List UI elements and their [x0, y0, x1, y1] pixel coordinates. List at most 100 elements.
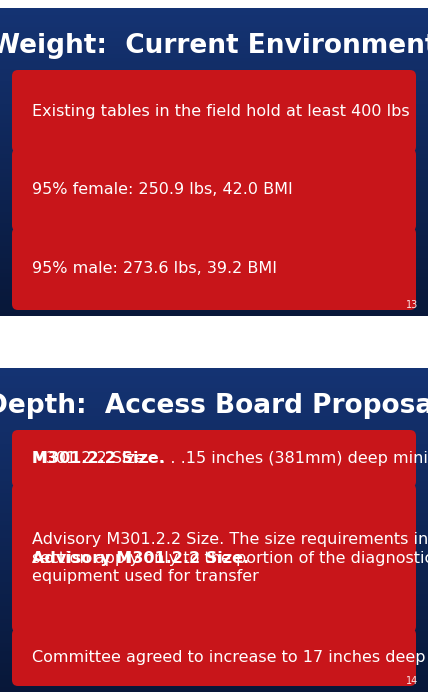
Bar [0, 65, 428, 69]
Bar [0, 586, 428, 591]
Bar [0, 177, 428, 181]
Bar [0, 227, 428, 231]
Text: 95% female: 250.9 lbs, 42.0 BMI: 95% female: 250.9 lbs, 42.0 BMI [32, 183, 293, 197]
Bar [0, 69, 428, 73]
Bar [0, 196, 428, 200]
Bar [0, 31, 428, 35]
Bar [0, 489, 428, 493]
Bar [0, 208, 428, 212]
Bar [0, 546, 428, 550]
Bar [0, 440, 428, 445]
Bar [0, 262, 428, 266]
Bar [0, 623, 428, 627]
Bar [0, 493, 428, 498]
Bar [0, 216, 428, 220]
Bar [0, 379, 428, 384]
Bar [0, 312, 428, 316]
Bar [0, 85, 428, 89]
Bar [0, 139, 428, 143]
Bar [0, 408, 428, 412]
Bar [0, 513, 428, 518]
Bar [0, 433, 428, 437]
Bar [0, 108, 428, 112]
Bar [0, 38, 428, 43]
Bar [0, 522, 428, 526]
Bar [0, 150, 428, 154]
Bar [0, 46, 428, 50]
Bar [0, 158, 428, 162]
Bar [0, 598, 428, 603]
Bar [0, 436, 428, 441]
Bar [0, 77, 428, 81]
Bar [0, 285, 428, 289]
Bar [0, 606, 428, 611]
Bar [0, 154, 428, 158]
Bar [0, 104, 428, 108]
Bar [0, 219, 428, 223]
Bar [0, 372, 428, 376]
Bar [0, 200, 428, 204]
Bar [0, 80, 428, 85]
Bar [0, 146, 428, 150]
Bar [0, 469, 428, 473]
Text: M301.2.2 Size.: M301.2.2 Size. [32, 452, 165, 466]
Text: Weight:  Current Environment: Weight: Current Environment [0, 33, 428, 59]
Bar [0, 73, 428, 77]
Bar [0, 92, 428, 97]
Bar [0, 62, 428, 66]
Bar [0, 368, 428, 372]
Bar [0, 651, 428, 655]
Bar [0, 452, 428, 457]
Bar [0, 131, 428, 135]
FancyBboxPatch shape [12, 228, 416, 310]
Bar [0, 533, 428, 538]
Bar [0, 254, 428, 258]
Text: Committee agreed to increase to 17 inches deep: Committee agreed to increase to 17 inche… [32, 650, 425, 665]
Bar [0, 582, 428, 587]
Bar [0, 111, 428, 116]
Bar [0, 497, 428, 502]
Bar [0, 456, 428, 461]
Bar [0, 23, 428, 27]
Text: Existing tables in the field hold at least 400 lbs: Existing tables in the field hold at lea… [32, 104, 410, 119]
Bar [0, 626, 428, 631]
Bar [0, 683, 428, 688]
Bar [0, 505, 428, 510]
Bar [0, 19, 428, 23]
Bar [0, 265, 428, 270]
Bar [0, 639, 428, 643]
Bar [0, 473, 428, 477]
Bar [0, 34, 428, 38]
Bar [0, 667, 428, 672]
Bar [0, 538, 428, 542]
Bar [0, 127, 428, 131]
Text: 13: 13 [406, 300, 418, 310]
Bar [0, 590, 428, 595]
Bar [0, 188, 428, 193]
Bar [0, 655, 428, 659]
Bar [0, 428, 428, 433]
Bar [0, 288, 428, 293]
Bar [0, 388, 428, 392]
Bar [0, 444, 428, 449]
Bar [0, 412, 428, 416]
Bar [0, 304, 428, 308]
Bar [0, 162, 428, 166]
Bar [0, 449, 428, 453]
Bar [0, 392, 428, 396]
Bar [0, 277, 428, 281]
Bar [0, 647, 428, 652]
Bar [0, 204, 428, 208]
Bar [0, 211, 428, 216]
Bar [0, 477, 428, 482]
Bar [0, 558, 428, 562]
Bar [0, 603, 428, 607]
Bar [0, 676, 428, 680]
Bar [0, 246, 428, 251]
Bar [0, 169, 428, 174]
Bar [0, 239, 428, 243]
Bar [0, 96, 428, 100]
Bar [0, 293, 428, 297]
Bar [0, 384, 428, 388]
Bar [0, 562, 428, 566]
